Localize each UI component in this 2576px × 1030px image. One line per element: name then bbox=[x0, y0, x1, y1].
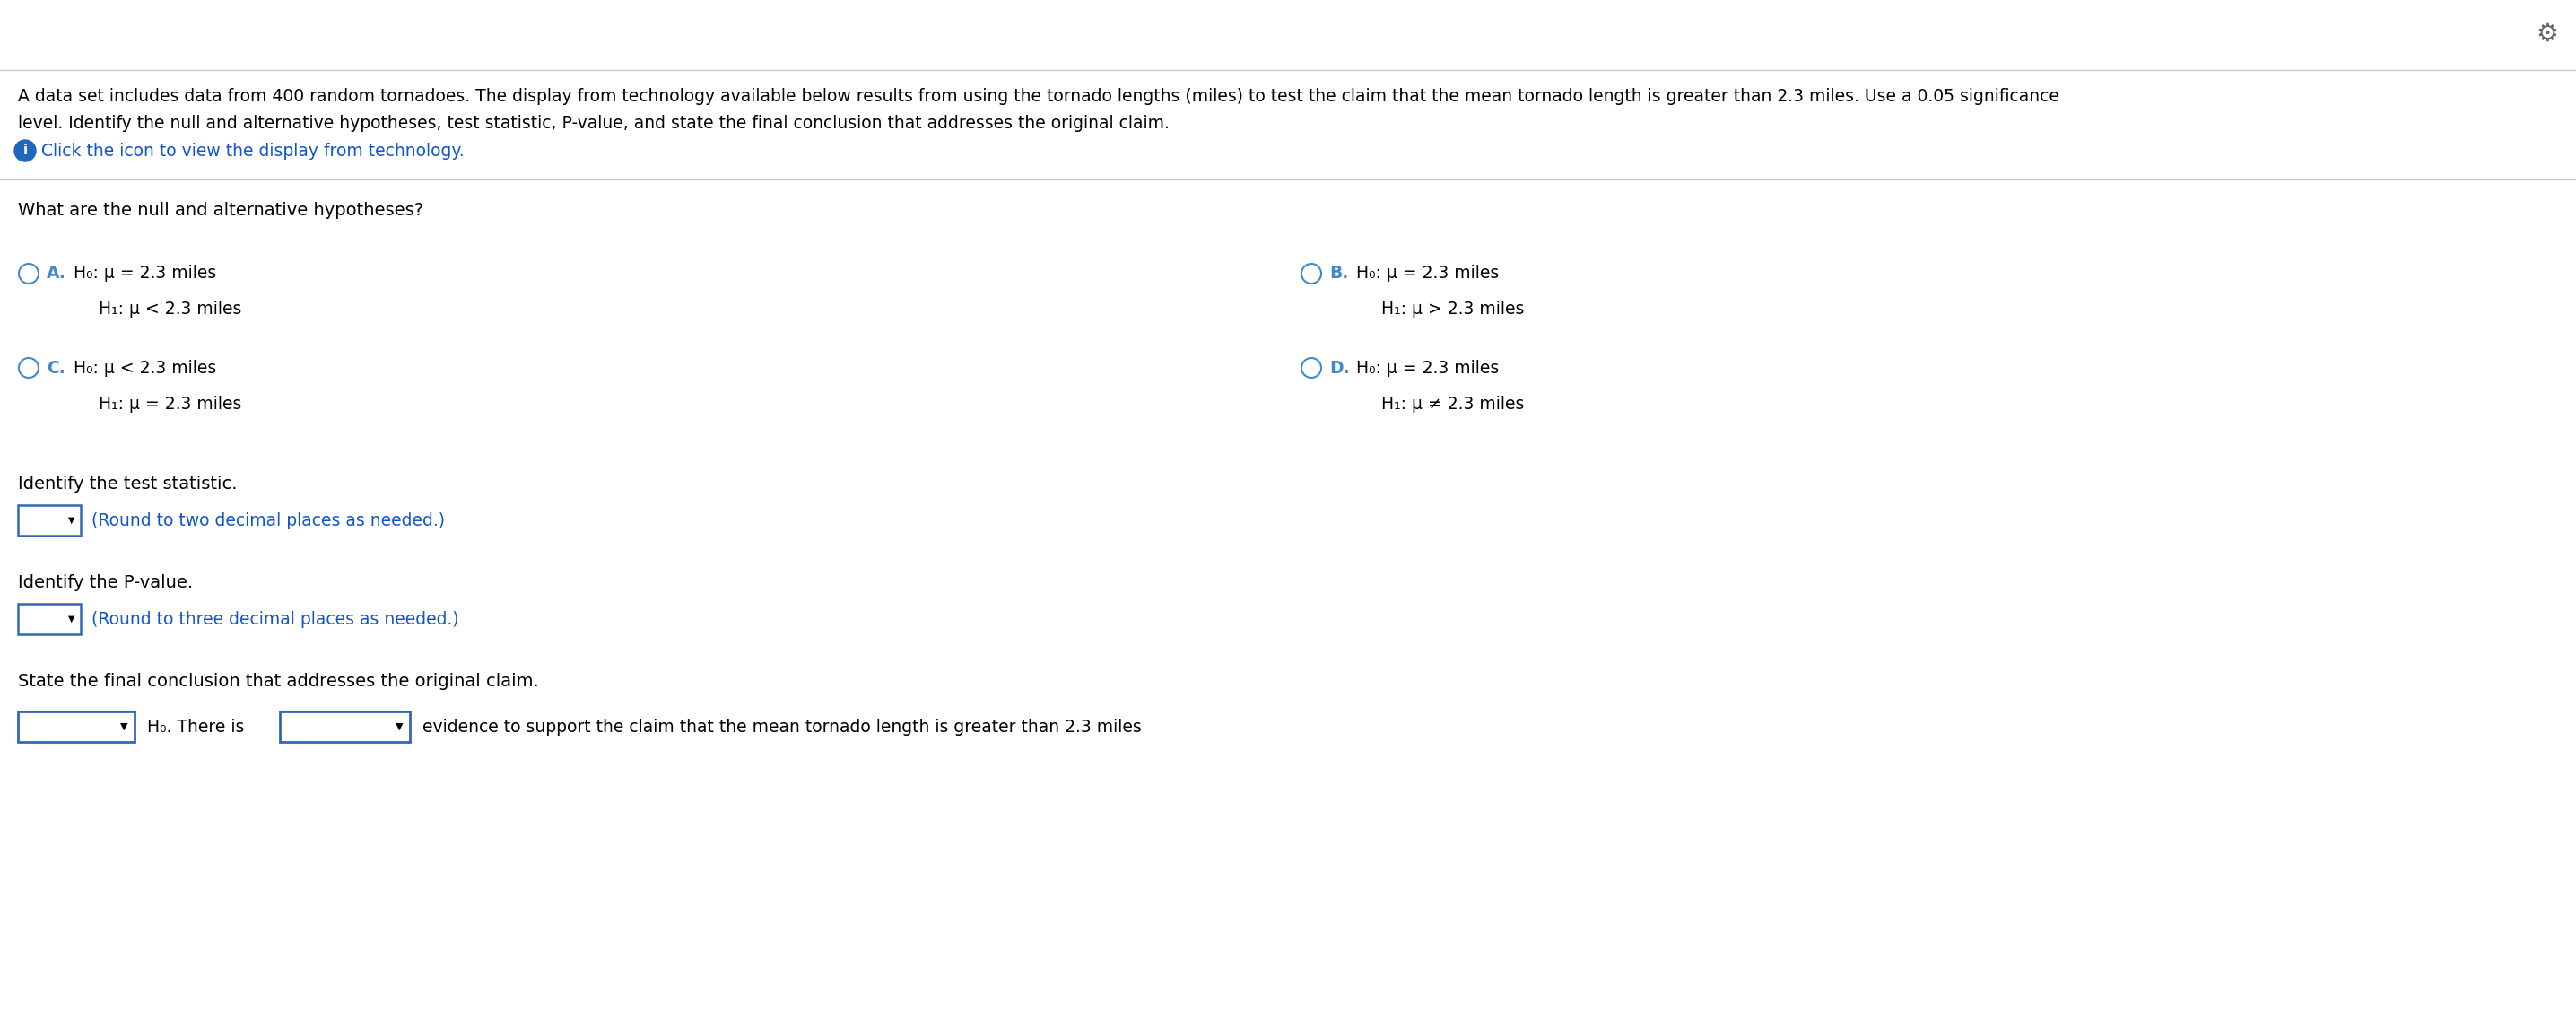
Text: ▼: ▼ bbox=[121, 722, 129, 731]
Text: H₁: μ > 2.3 miles: H₁: μ > 2.3 miles bbox=[1381, 301, 1525, 318]
Circle shape bbox=[15, 140, 36, 162]
Text: (Round to two decimal places as needed.): (Round to two decimal places as needed.) bbox=[93, 512, 446, 529]
Text: ▼: ▼ bbox=[394, 722, 402, 731]
Text: i: i bbox=[23, 144, 28, 158]
Text: Identify the test statistic.: Identify the test statistic. bbox=[18, 476, 237, 492]
Text: H₀: μ = 2.3 miles: H₀: μ = 2.3 miles bbox=[1355, 359, 1499, 376]
Text: D.: D. bbox=[1329, 359, 1350, 376]
Text: evidence to support the claim that the mean tornado length is greater than 2.3 m: evidence to support the claim that the m… bbox=[422, 718, 1141, 735]
Text: H₀: μ = 2.3 miles: H₀: μ = 2.3 miles bbox=[1355, 265, 1499, 282]
Text: ▼: ▼ bbox=[70, 615, 75, 623]
Text: Click the icon to view the display from technology.: Click the icon to view the display from … bbox=[41, 142, 464, 160]
Text: What are the null and alternative hypotheses?: What are the null and alternative hypoth… bbox=[18, 202, 422, 219]
FancyBboxPatch shape bbox=[18, 712, 134, 742]
Text: H₁: μ = 2.3 miles: H₁: μ = 2.3 miles bbox=[98, 396, 242, 412]
Text: H₀: μ < 2.3 miles: H₀: μ < 2.3 miles bbox=[75, 359, 216, 376]
FancyBboxPatch shape bbox=[281, 712, 410, 742]
FancyBboxPatch shape bbox=[18, 505, 80, 536]
Text: ⚙: ⚙ bbox=[2537, 22, 2558, 46]
Text: State the final conclusion that addresses the original claim.: State the final conclusion that addresse… bbox=[18, 673, 538, 690]
Text: H₀: μ = 2.3 miles: H₀: μ = 2.3 miles bbox=[75, 265, 216, 282]
Text: H₁: μ < 2.3 miles: H₁: μ < 2.3 miles bbox=[98, 301, 242, 318]
Text: B.: B. bbox=[1329, 265, 1347, 282]
FancyBboxPatch shape bbox=[18, 604, 80, 634]
Text: H₀. There is: H₀. There is bbox=[147, 718, 245, 735]
Text: A.: A. bbox=[46, 265, 67, 282]
Text: level. Identify the null and alternative hypotheses, test statistic, P-value, an: level. Identify the null and alternative… bbox=[18, 114, 1170, 132]
Text: (Round to three decimal places as needed.): (Round to three decimal places as needed… bbox=[93, 611, 459, 627]
Text: ▼: ▼ bbox=[70, 516, 75, 525]
Text: A data set includes data from 400 random tornadoes. The display from technology : A data set includes data from 400 random… bbox=[18, 88, 2058, 105]
Text: Identify the P-value.: Identify the P-value. bbox=[18, 574, 193, 591]
Text: H₁: μ ≠ 2.3 miles: H₁: μ ≠ 2.3 miles bbox=[1381, 396, 1525, 412]
Text: C.: C. bbox=[46, 359, 64, 376]
